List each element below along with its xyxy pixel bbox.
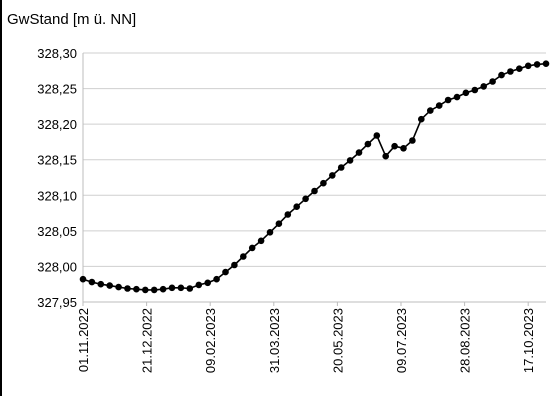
y-tick-label: 328,10 <box>37 188 77 203</box>
data-point <box>462 89 470 97</box>
y-tick-label: 327,95 <box>37 295 77 310</box>
data-point <box>364 140 372 148</box>
data-point <box>115 283 122 291</box>
x-tick-labels: 01.11.2022 21.12.2022 09.02.2023 31.03.2023… <box>76 308 536 373</box>
data-point <box>124 285 131 292</box>
data-point <box>266 229 274 236</box>
y-tick-label: 328,00 <box>37 259 77 274</box>
data-point <box>302 195 309 203</box>
data-point <box>355 149 363 156</box>
data-point <box>106 282 113 289</box>
y-tick-label: 328,15 <box>37 153 77 168</box>
data-point <box>542 60 550 67</box>
data-point <box>453 93 461 101</box>
data-point <box>471 86 479 94</box>
data-point <box>427 107 434 114</box>
data-point <box>159 285 167 293</box>
data-point <box>498 71 505 79</box>
data-point <box>400 145 407 152</box>
data-point <box>284 211 292 218</box>
data-point <box>337 164 345 171</box>
data-point <box>320 179 327 187</box>
data-point <box>480 83 488 90</box>
data-point <box>516 65 523 72</box>
data-point <box>195 281 203 289</box>
data-point <box>222 268 229 276</box>
grid-lines <box>82 52 546 306</box>
data-point <box>507 68 514 75</box>
data-point <box>533 61 541 68</box>
data-point <box>346 157 354 164</box>
data-point <box>373 132 381 139</box>
data-point <box>168 284 176 292</box>
series-line <box>82 62 547 291</box>
data-point <box>231 261 238 269</box>
data-point <box>391 142 398 150</box>
data-point <box>418 115 425 123</box>
y-tick-label: 328,20 <box>37 117 77 132</box>
x-tick-label: 09.02.2023 <box>203 308 218 373</box>
data-point <box>186 285 194 292</box>
x-tick-label: 20.05.2023 <box>330 308 345 373</box>
y-tick-label: 328,05 <box>37 224 77 239</box>
data-point <box>382 152 390 160</box>
y-tick-labels: 327,95 328,00 328,05 328,10 328,15 328,20 328,… <box>37 46 77 310</box>
data-point <box>150 286 158 294</box>
data-point <box>142 286 149 294</box>
data-point <box>435 102 443 109</box>
x-tick-label: 21.12.2022 <box>140 308 155 373</box>
data-point <box>311 187 318 195</box>
data-point <box>177 284 185 292</box>
x-tick-label: 28.08.2023 <box>458 308 473 373</box>
data-point <box>248 244 256 252</box>
y-tick-label: 328,25 <box>37 82 77 97</box>
data-point <box>257 237 265 245</box>
data-point <box>293 203 301 210</box>
data-point <box>444 96 452 104</box>
x-tick-label: 31.03.2023 <box>267 308 282 373</box>
x-tick-label: 17.10.2023 <box>521 308 536 373</box>
data-point <box>97 280 105 288</box>
data-point <box>240 253 247 260</box>
data-point <box>489 78 496 85</box>
data-point <box>88 278 96 286</box>
plot-area <box>79 60 550 294</box>
x-tick-label: 09.07.2023 <box>394 308 409 373</box>
data-point <box>204 279 211 287</box>
data-point <box>133 285 140 293</box>
x-tick-label: 01.11.2022 <box>76 308 91 372</box>
data-point <box>329 172 336 179</box>
data-point <box>275 220 283 227</box>
data-point <box>213 275 220 283</box>
data-point <box>409 137 416 144</box>
y-tick-label: 328,30 <box>37 46 77 61</box>
data-point <box>524 62 532 70</box>
data-point <box>79 275 87 283</box>
y-axis-title: GwStand [m ü. NN] <box>7 11 137 28</box>
